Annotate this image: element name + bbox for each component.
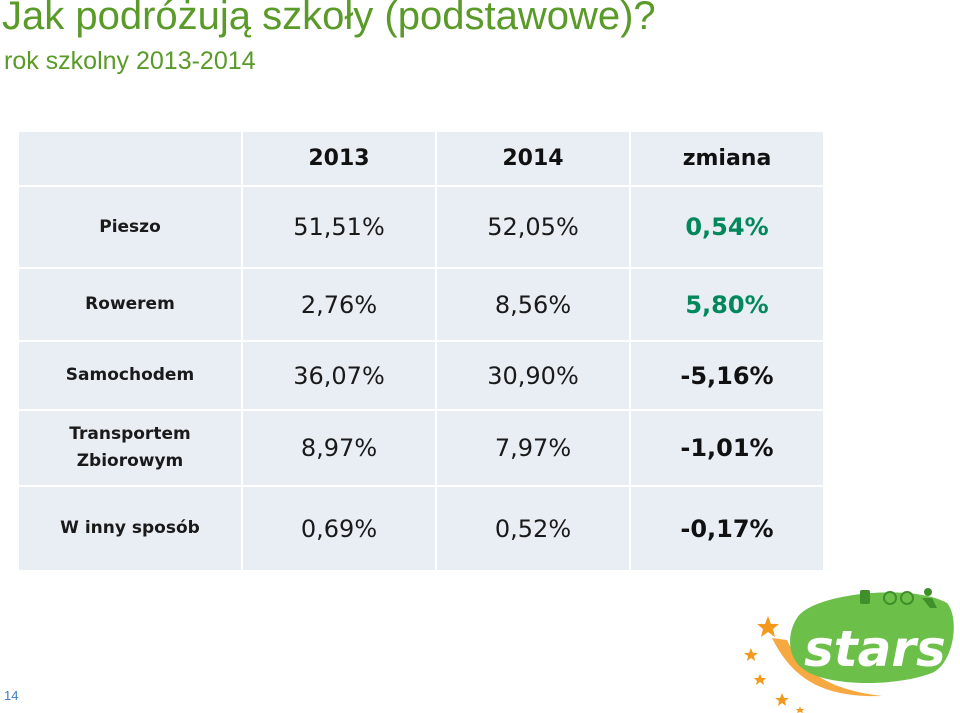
- value-2014: 52,05%: [435, 185, 631, 269]
- header-cell-2014: 2014: [435, 130, 631, 187]
- slide-subtitle: rok szkolny 2013-2014: [4, 47, 256, 75]
- table-row: W inny sposób 0,69% 0,52% -0,17%: [17, 485, 825, 572]
- value-change: 5,80%: [629, 267, 825, 342]
- page-number: 14: [4, 688, 19, 703]
- value-2014: 8,56%: [435, 267, 631, 342]
- value-2014: 30,90%: [435, 340, 631, 411]
- table-row: Samochodem 36,07% 30,90% -5,16%: [17, 340, 825, 411]
- value-2014: 0,52%: [435, 485, 631, 572]
- header-cell-empty: [17, 130, 243, 187]
- row-label: W inny sposób: [17, 485, 243, 572]
- row-label: Pieszo: [17, 185, 243, 269]
- row-label-text: Transportem Zbiorowym: [69, 424, 191, 471]
- value-change: -5,16%: [629, 340, 825, 411]
- logo-wordmark: stars: [804, 620, 946, 678]
- row-label: Rowerem: [17, 267, 243, 342]
- activity-icons: [860, 588, 937, 608]
- table-row: Pieszo 51,51% 52,05% 0,54%: [17, 185, 825, 269]
- stars-logo: stars: [744, 588, 954, 713]
- header-cell-2013: 2013: [241, 130, 437, 187]
- header-cell-change: zmiana: [629, 130, 825, 187]
- row-label: Transportem Zbiorowym: [17, 409, 243, 487]
- value-2013: 8,97%: [241, 409, 437, 487]
- star-icons: [744, 616, 804, 713]
- value-2014: 7,97%: [435, 409, 631, 487]
- table-header-row: 2013 2014 zmiana: [17, 130, 825, 187]
- row-label: Samochodem: [17, 340, 243, 411]
- value-2013: 0,69%: [241, 485, 437, 572]
- value-change: 0,54%: [629, 185, 825, 269]
- table-row: Rowerem 2,76% 8,56% 5,80%: [17, 267, 825, 342]
- value-2013: 51,51%: [241, 185, 437, 269]
- value-change: -1,01%: [629, 409, 825, 487]
- value-2013: 2,76%: [241, 267, 437, 342]
- value-2013: 36,07%: [241, 340, 437, 411]
- slide-title: Jak podróżują szkoły (podstawowe)?: [2, 0, 656, 38]
- travel-stats-table: 2013 2014 zmiana Pieszo 51,51% 52,05% 0,…: [17, 130, 825, 572]
- value-change: -0,17%: [629, 485, 825, 572]
- table-row: Transportem Zbiorowym 8,97% 7,97% -1,01%: [17, 409, 825, 487]
